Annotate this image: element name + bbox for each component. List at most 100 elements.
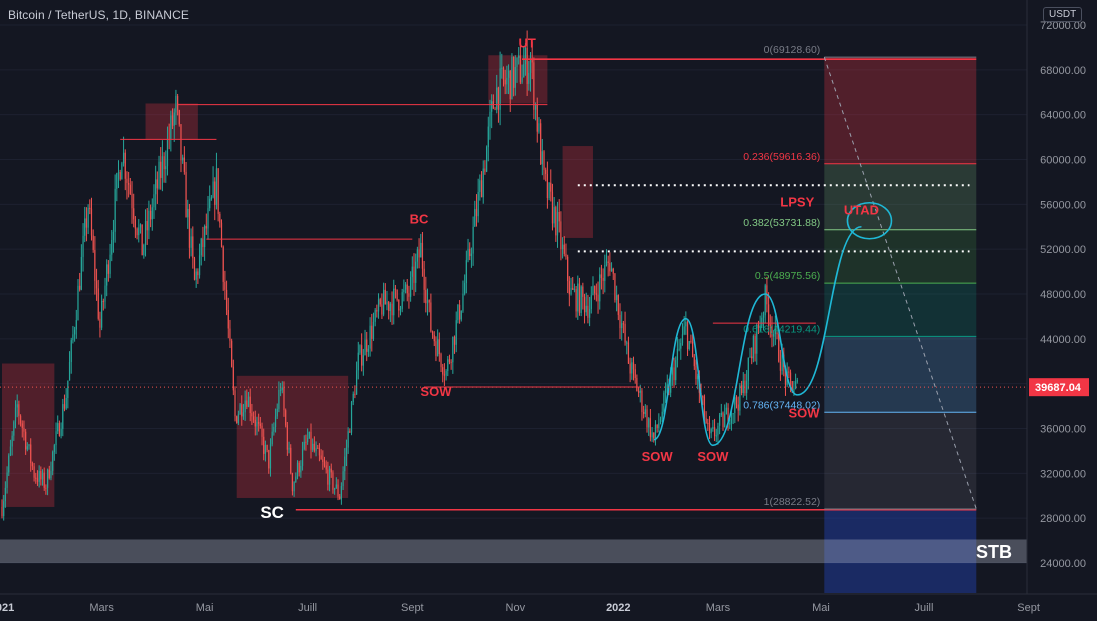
- candle[interactable]: [646, 405, 648, 433]
- candle[interactable]: [558, 199, 560, 233]
- candle[interactable]: [222, 245, 224, 291]
- candle[interactable]: [502, 66, 505, 87]
- candle[interactable]: [14, 400, 17, 429]
- candle[interactable]: [318, 443, 321, 462]
- candle[interactable]: [153, 184, 155, 219]
- candle[interactable]: [77, 279, 79, 321]
- candle[interactable]: [350, 400, 353, 436]
- candle[interactable]: [163, 152, 165, 183]
- candle[interactable]: [62, 398, 64, 437]
- candle[interactable]: [193, 256, 196, 281]
- candle[interactable]: [617, 294, 619, 321]
- candle[interactable]: [165, 150, 167, 183]
- candle[interactable]: [485, 145, 488, 173]
- candle[interactable]: [352, 391, 354, 406]
- candle[interactable]: [73, 326, 76, 342]
- candle[interactable]: [374, 308, 376, 327]
- candle[interactable]: [109, 243, 111, 279]
- candle[interactable]: [479, 174, 481, 201]
- candle[interactable]: [418, 238, 420, 269]
- candle[interactable]: [3, 495, 5, 521]
- candle[interactable]: [455, 311, 457, 353]
- candle[interactable]: [70, 337, 72, 374]
- candle[interactable]: [301, 441, 304, 471]
- candle[interactable]: [371, 313, 373, 352]
- candle[interactable]: [423, 260, 425, 303]
- candle[interactable]: [323, 456, 326, 468]
- candle[interactable]: [55, 422, 57, 454]
- candle[interactable]: [345, 439, 348, 467]
- candle[interactable]: [122, 136, 125, 167]
- candle[interactable]: [58, 420, 61, 437]
- candle[interactable]: [629, 357, 631, 383]
- candle[interactable]: [386, 290, 388, 311]
- candle[interactable]: [210, 195, 212, 201]
- candle[interactable]: [89, 199, 91, 215]
- candle[interactable]: [523, 46, 525, 78]
- candle[interactable]: [543, 150, 545, 180]
- candle[interactable]: [303, 435, 305, 451]
- candle[interactable]: [678, 339, 680, 352]
- candle[interactable]: [545, 167, 547, 182]
- candle[interactable]: [494, 106, 496, 111]
- candle[interactable]: [529, 52, 532, 92]
- candle[interactable]: [367, 345, 370, 357]
- candle[interactable]: [379, 297, 381, 307]
- candle[interactable]: [627, 336, 630, 365]
- candle[interactable]: [771, 316, 773, 348]
- candle[interactable]: [23, 420, 25, 441]
- candle[interactable]: [166, 126, 169, 176]
- candle[interactable]: [207, 195, 209, 240]
- candle[interactable]: [708, 416, 711, 440]
- candle[interactable]: [600, 264, 603, 290]
- candle[interactable]: [82, 223, 84, 272]
- candle[interactable]: [116, 172, 118, 202]
- candle[interactable]: [575, 286, 577, 318]
- candle[interactable]: [263, 428, 265, 461]
- candle[interactable]: [518, 47, 520, 65]
- candle[interactable]: [35, 472, 37, 484]
- candle[interactable]: [231, 338, 233, 368]
- candle[interactable]: [26, 442, 28, 452]
- candle[interactable]: [756, 323, 758, 365]
- candle[interactable]: [114, 174, 116, 243]
- candle[interactable]: [749, 347, 751, 358]
- candle[interactable]: [437, 329, 439, 357]
- candle[interactable]: [278, 381, 280, 413]
- candle[interactable]: [516, 57, 518, 83]
- candle[interactable]: [622, 320, 624, 334]
- candle[interactable]: [551, 183, 554, 231]
- candle[interactable]: [648, 417, 650, 436]
- candle[interactable]: [487, 116, 489, 162]
- candle[interactable]: [264, 440, 267, 462]
- candle[interactable]: [519, 43, 521, 85]
- candle[interactable]: [80, 244, 82, 291]
- candle[interactable]: [568, 276, 570, 307]
- candle[interactable]: [541, 138, 543, 176]
- candle[interactable]: [339, 494, 341, 500]
- candle[interactable]: [241, 395, 243, 426]
- candle[interactable]: [447, 356, 449, 377]
- last-price-tag[interactable]: [1029, 378, 1089, 397]
- candle[interactable]: [285, 408, 287, 428]
- candle[interactable]: [415, 253, 417, 293]
- candle[interactable]: [492, 94, 494, 110]
- candle[interactable]: [695, 359, 697, 385]
- candle[interactable]: [106, 259, 108, 297]
- candle[interactable]: [538, 117, 540, 134]
- candle[interactable]: [420, 233, 422, 258]
- candle[interactable]: [202, 226, 204, 257]
- candle[interactable]: [310, 423, 312, 459]
- candle[interactable]: [1, 499, 3, 519]
- candle[interactable]: [28, 443, 30, 450]
- candle[interactable]: [357, 341, 359, 380]
- candle[interactable]: [291, 472, 294, 496]
- candle[interactable]: [531, 41, 533, 80]
- candle[interactable]: [590, 286, 592, 314]
- candle[interactable]: [464, 274, 466, 296]
- candle[interactable]: [705, 411, 707, 424]
- candle[interactable]: [560, 211, 562, 261]
- candle[interactable]: [332, 470, 334, 494]
- candle[interactable]: [509, 69, 511, 112]
- candle[interactable]: [139, 223, 142, 234]
